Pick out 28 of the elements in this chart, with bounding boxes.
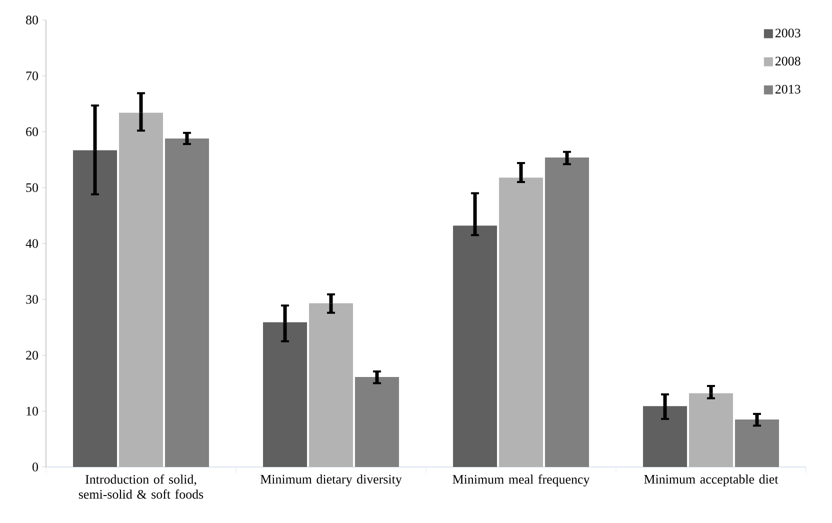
bar: [453, 226, 498, 467]
x-tick-label: Minimum meal frequency: [452, 474, 590, 486]
bar: [73, 150, 118, 467]
legend-label: 2003: [775, 28, 800, 38]
y-tick-label: 30: [26, 295, 38, 304]
y-tick-label: 70: [26, 72, 38, 80]
bar: [354, 377, 399, 467]
y-tick-label: 80: [26, 16, 38, 24]
y-tick-label: 50: [26, 183, 38, 192]
bar: [164, 138, 209, 467]
y-tick-label: 40: [26, 239, 38, 248]
bar: [544, 157, 589, 467]
y-tick-label: 60: [26, 127, 38, 136]
y-tick-label: 10: [26, 406, 38, 416]
bar: [119, 112, 163, 467]
x-tick-label: Minimum acceptable diet: [644, 474, 778, 486]
bar: [263, 322, 308, 467]
bar: [689, 393, 734, 467]
y-tick-label: 0: [32, 462, 38, 472]
bar: [735, 420, 779, 467]
legend-label: 2013: [775, 84, 800, 94]
x-tick-label: Introduction of solid, semi-solid & soft foods: [78, 474, 204, 499]
bar: [643, 406, 688, 467]
x-tick-label: Minimum dietary diversity: [260, 474, 402, 486]
legend-label: 2008: [775, 56, 800, 66]
bar: [309, 303, 354, 467]
y-tick-label: 20: [26, 350, 38, 360]
bar: [499, 178, 544, 467]
